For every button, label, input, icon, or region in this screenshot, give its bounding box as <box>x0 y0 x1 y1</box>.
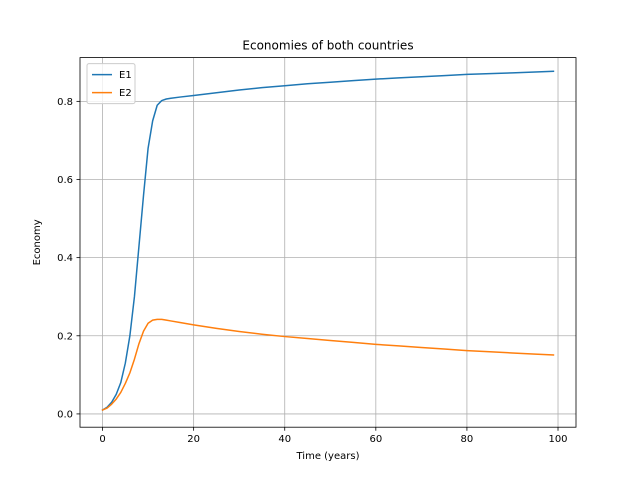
legend-box <box>86 63 136 105</box>
y-tick-label: 0.0 <box>57 409 73 420</box>
series-layer <box>101 70 555 412</box>
x-tick-label: 0 <box>99 434 105 445</box>
plot-frame <box>79 57 577 428</box>
x-tick-label: 20 <box>187 434 200 445</box>
y-tick-label: 0.6 <box>57 175 73 186</box>
ticks-layer: 0 20 40 60 80 100 0.0 0.2 0.4 0.6 0.8 <box>57 97 567 445</box>
x-tick-label: 100 <box>548 434 567 445</box>
x-tick-label: 80 <box>461 434 474 445</box>
series-line-e1 <box>101 70 555 412</box>
chart-title: Economies of both countries <box>242 39 413 53</box>
legend-label-e2: E2 <box>119 88 132 99</box>
series-line-e2 <box>101 318 555 411</box>
x-tick-label: 60 <box>369 434 382 445</box>
y-axis-label: Economy <box>32 219 43 265</box>
legend-label-e1: E1 <box>119 70 132 81</box>
y-tick-label: 0.4 <box>57 253 73 264</box>
x-axis-label: Time (years) <box>296 451 360 462</box>
y-tick-label: 0.8 <box>57 97 73 108</box>
x-tick-label: 40 <box>278 434 291 445</box>
y-tick-label: 0.2 <box>57 331 73 342</box>
legend: E1 E2 <box>86 63 136 105</box>
grid-layer <box>80 57 576 428</box>
